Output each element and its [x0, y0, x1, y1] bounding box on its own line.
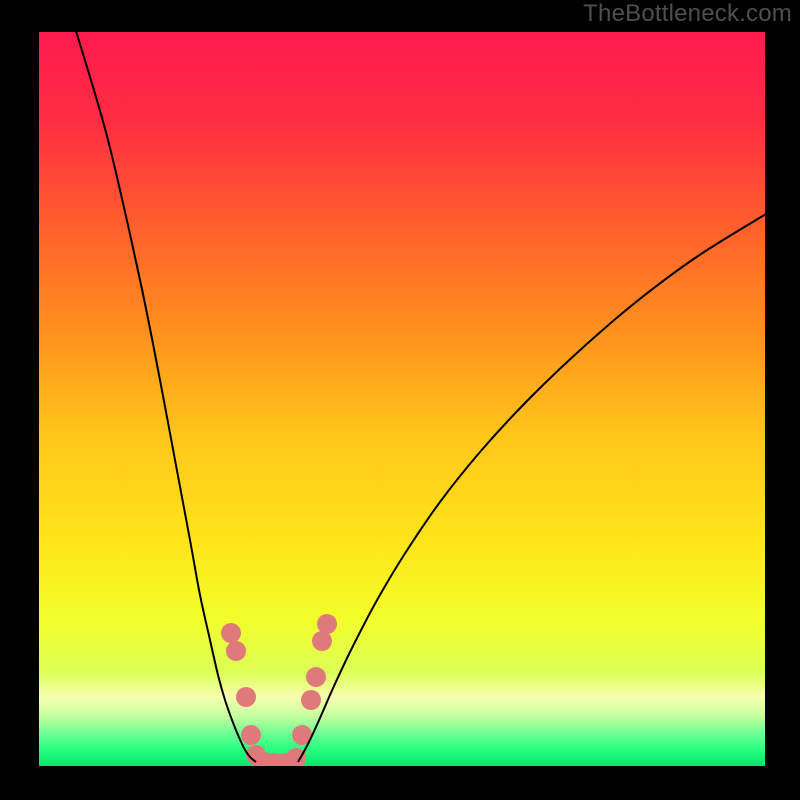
watermark-text: TheBottleneck.com [583, 0, 792, 28]
data-marker [221, 623, 241, 643]
data-marker [301, 690, 321, 710]
plot-background [38, 31, 766, 767]
data-marker [317, 614, 337, 634]
bottleneck-chart [0, 0, 800, 800]
data-marker [241, 725, 261, 745]
data-marker [286, 748, 306, 768]
data-marker [236, 687, 256, 707]
data-marker [312, 631, 332, 651]
data-marker [226, 641, 246, 661]
data-marker [306, 667, 326, 687]
